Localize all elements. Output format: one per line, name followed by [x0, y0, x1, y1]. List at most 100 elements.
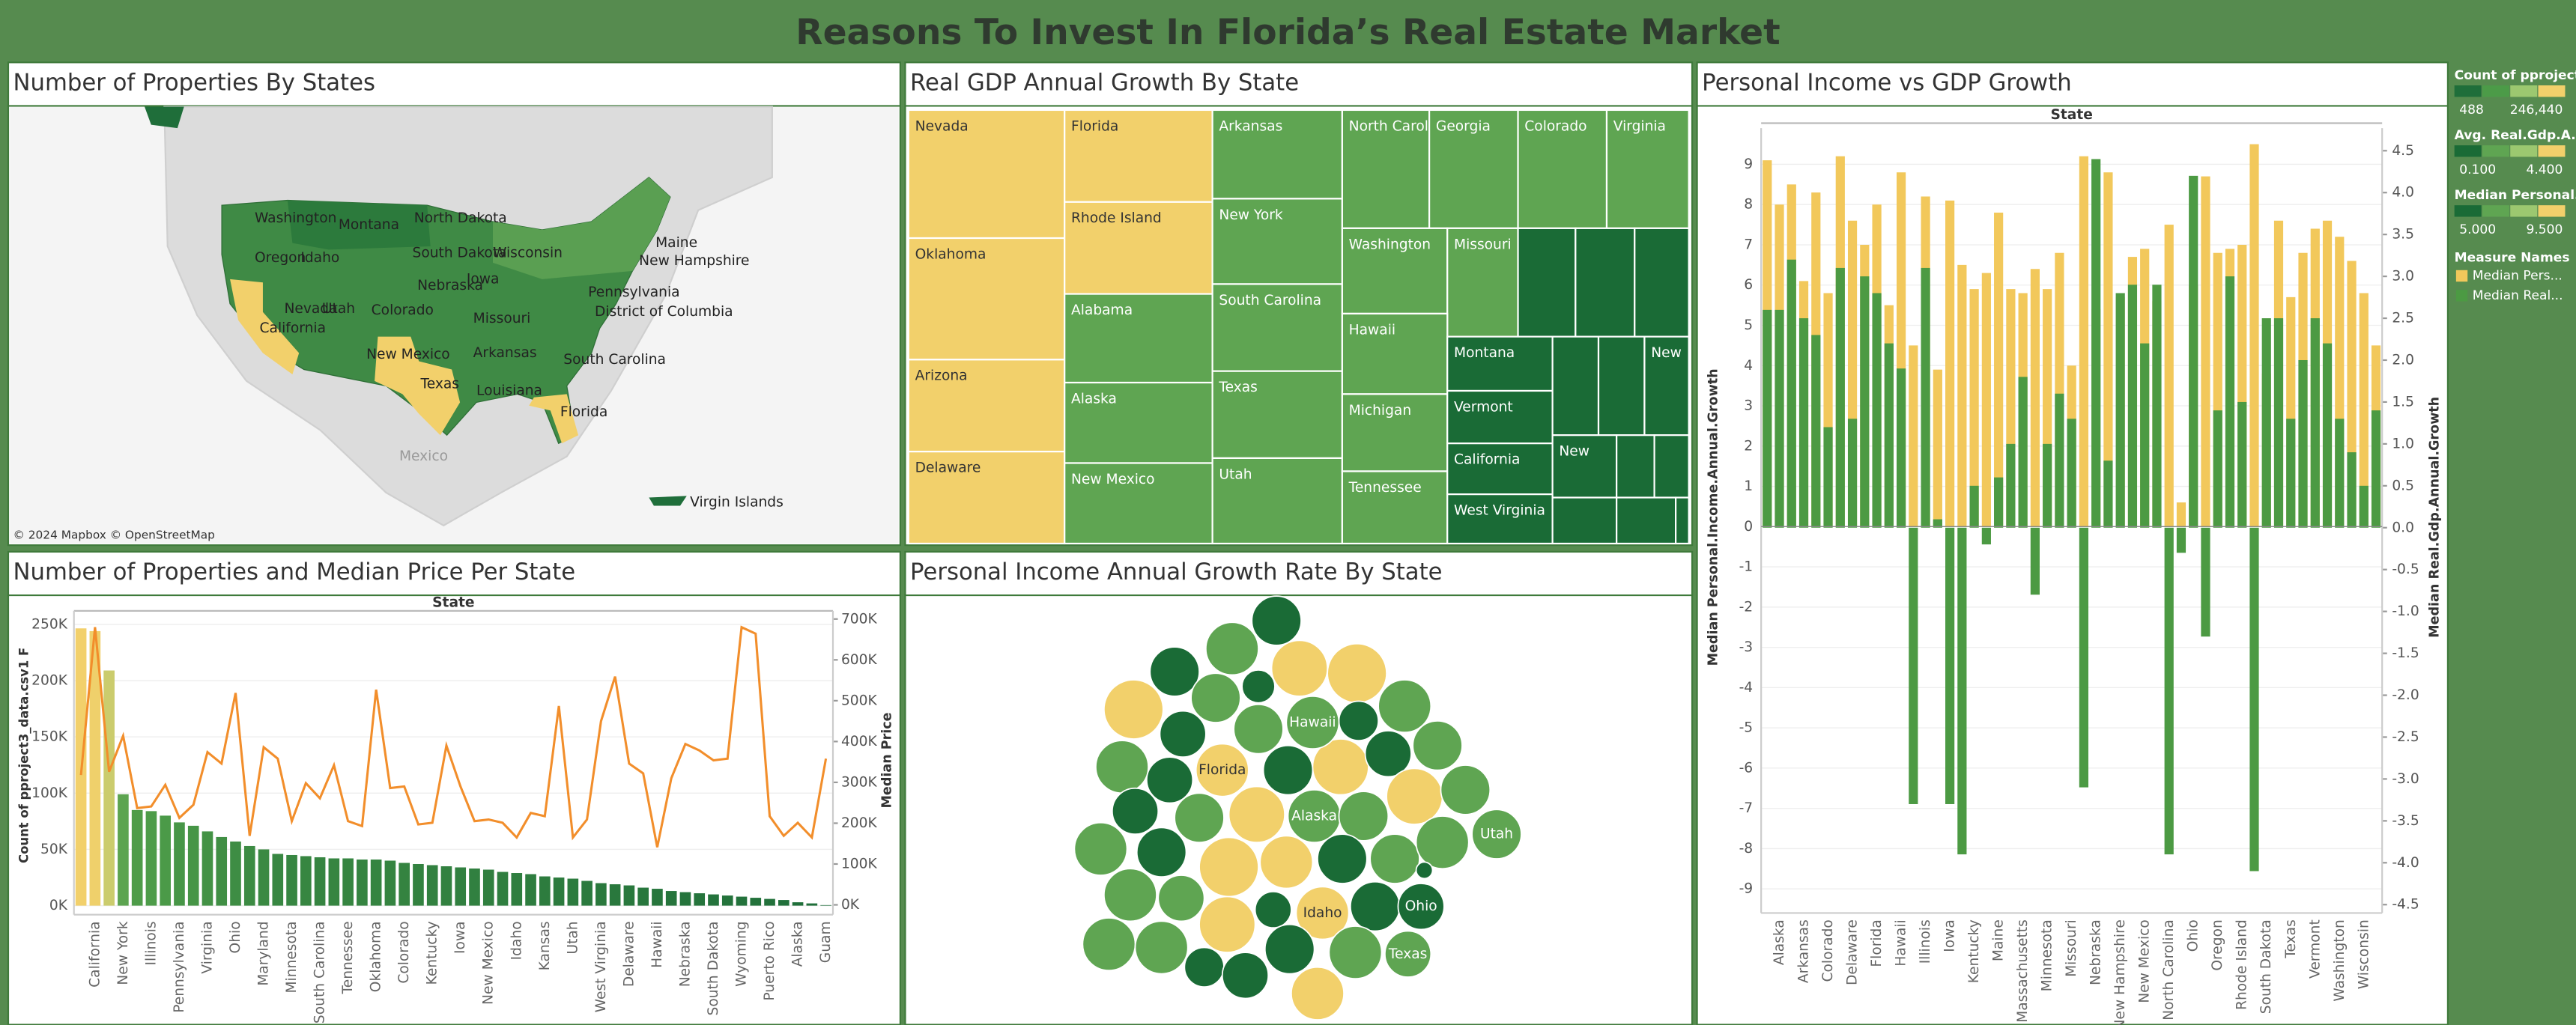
bubble: [1251, 595, 1302, 646]
y-tick-label: -2: [1739, 599, 1754, 615]
legend-ramp: [2538, 205, 2566, 217]
bubble: [1174, 792, 1225, 843]
bubble: [1228, 785, 1285, 843]
bubble: [1073, 821, 1128, 876]
bar: [1969, 289, 1979, 527]
x-tick-label: Oklahoma: [369, 921, 384, 992]
map-region: [492, 177, 670, 279]
bar: [764, 898, 775, 906]
panel-title: Personal Income Annual Growth Rate By St…: [910, 559, 1442, 586]
bubble: [1291, 966, 1345, 1021]
bar: [89, 630, 101, 906]
map-label: Pennsylvania: [588, 285, 679, 300]
bar: [357, 859, 368, 906]
y2-tick-label: 0.0: [2392, 520, 2414, 535]
x-axis-title: State: [432, 594, 474, 610]
x-tick-label: Massachusetts: [2015, 919, 2031, 1023]
x-tick-label: Kansas: [537, 921, 553, 970]
bar: [2164, 225, 2174, 527]
treemap-tile: [1428, 109, 1519, 229]
y-tick-label: 1: [1744, 478, 1753, 494]
bubble: [1262, 744, 1314, 796]
treemap-label: California: [1454, 452, 1520, 468]
y-tick-label: 7: [1744, 237, 1753, 252]
treemap-tile: [907, 109, 1066, 240]
bar: [2176, 527, 2186, 553]
treemap-tile: [1446, 493, 1554, 545]
treemap-label: Rhode Island: [1071, 210, 1162, 226]
bar: [1847, 419, 1858, 528]
y2-tick-label: 1.5: [2392, 394, 2414, 410]
bar: [1994, 477, 2004, 528]
bubble-label: Alaska: [1291, 809, 1337, 824]
y-tick-label: -5: [1739, 720, 1754, 736]
bubble: [1149, 646, 1200, 697]
bar: [482, 869, 494, 906]
bar: [145, 811, 157, 906]
bar: [2189, 175, 2198, 528]
line: [79, 625, 828, 848]
x-tick-label: Iowa: [452, 921, 468, 954]
treemap-label: Arkansas: [1219, 118, 1282, 134]
bar: [2140, 343, 2150, 528]
legend-min: 488: [2459, 103, 2484, 118]
x-tick-label: Wisconsin: [2356, 919, 2372, 989]
bar: [2201, 176, 2210, 527]
treemap-tile: [1446, 442, 1554, 496]
bubble: [1471, 809, 1522, 860]
y-tick-label: -8: [1739, 841, 1754, 857]
bar: [1798, 318, 1809, 528]
legend-ramp: [2454, 145, 2482, 157]
x-tick-label: Maine: [1991, 919, 2007, 961]
bar: [581, 880, 593, 906]
y2-tick-label: 700K: [841, 611, 878, 627]
bar: [511, 873, 523, 906]
bar: [1775, 309, 1784, 528]
bubble: [1103, 868, 1157, 922]
bubble: [1285, 696, 1340, 749]
treemap-tile: [1634, 227, 1690, 338]
panel: Number of Properties By States Washington…: [7, 61, 901, 547]
y2-tick-label: 1.0: [2392, 436, 2414, 451]
legend-ramp: [2482, 85, 2509, 97]
x-tick-label: Colorado: [1820, 919, 1836, 982]
map-label: New Hampshire: [639, 253, 749, 269]
bar: [328, 858, 340, 906]
x-tick-label: Guam: [818, 921, 834, 963]
map-region: [230, 279, 300, 375]
legend-min: 5.000: [2459, 222, 2496, 237]
bar: [2225, 276, 2235, 528]
y-tick-label: 6: [1744, 277, 1753, 293]
x-tick-label: Idaho: [509, 921, 524, 960]
panel-frame: [1696, 61, 2449, 1025]
bubble: [1364, 730, 1412, 778]
bar: [469, 869, 480, 906]
legend-ramp: [2454, 205, 2482, 217]
bar: [2335, 419, 2345, 528]
bubble: [1157, 875, 1205, 922]
bar: [2030, 527, 2040, 595]
treemap-label: Utah: [1219, 466, 1252, 482]
y2-tick-label: -4.5: [2392, 897, 2419, 913]
treemap-label: Alabama: [1071, 302, 1133, 318]
treemap-label: Michigan: [1349, 403, 1412, 419]
bar: [2371, 410, 2381, 528]
treemap-tile: [1551, 434, 1618, 499]
bubble: [1386, 767, 1443, 825]
x-axis-title: State: [2050, 107, 2092, 123]
bubble: [1412, 720, 1463, 771]
map-label: Arkansas: [473, 345, 537, 361]
x-tick-label: California: [87, 921, 103, 987]
bar: [103, 670, 115, 906]
map-label: South Carolina: [563, 352, 666, 368]
bubble: [1264, 923, 1315, 975]
bar: [2359, 293, 2369, 527]
x-tick-label: Illinois: [143, 921, 159, 965]
bar: [455, 867, 467, 906]
bubble: [1328, 925, 1383, 980]
x-tick-label: Oregon: [2210, 919, 2225, 970]
legend-ramp: [2510, 205, 2538, 217]
map-land: [649, 496, 687, 506]
bar: [2043, 443, 2052, 528]
y-tick-label: -3: [1739, 639, 1754, 655]
